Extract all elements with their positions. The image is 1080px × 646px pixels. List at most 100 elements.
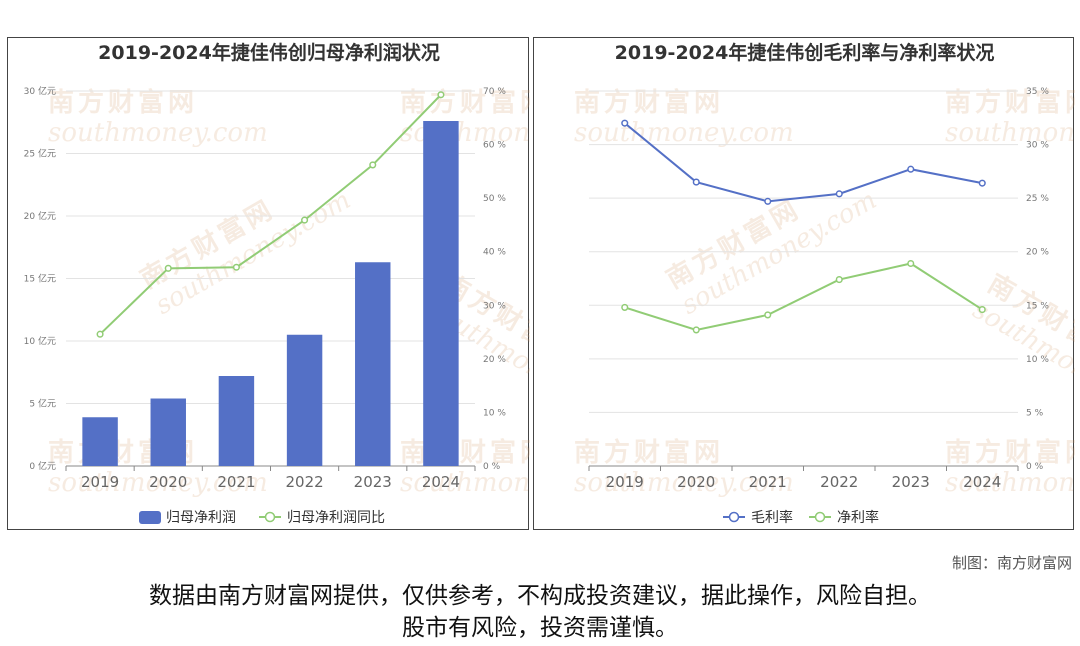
- disclaimer-line-2: 股市有风险，投资需谨慎。: [402, 615, 678, 641]
- y-right-tick-label: 10 %: [1026, 355, 1049, 365]
- watermark-cn: 南方财富网: [400, 87, 530, 118]
- x-tick-label: 2019: [81, 473, 119, 491]
- chart-title: 2019-2024年捷佳伟创归母净利润状况: [98, 41, 440, 64]
- net-profit-chart: 南方财富网southmoney.com南方财富网southmoney.com南方…: [24, 41, 530, 526]
- x-tick-label: 2023: [354, 473, 392, 491]
- point-net-margin: [835, 276, 843, 284]
- y-right-tick-label: 30 %: [483, 301, 506, 311]
- y-right-tick-label: 0 %: [1026, 462, 1044, 472]
- y-right-tick-label: 0 %: [483, 462, 501, 472]
- y-right-tick-label: 40 %: [483, 248, 506, 258]
- chart-title: 2019-2024年捷佳伟创毛利率与净利率状况: [615, 41, 995, 64]
- margin-chart: 南方财富网southmoney.com南方财富网southmoney.com南方…: [574, 41, 1076, 526]
- point-yoy: [437, 91, 445, 99]
- x-tick-label: 2019: [606, 473, 644, 491]
- legend-swatch-bar: [139, 511, 161, 524]
- chart-panel-net-profit: 南方财富网 southmoney.com 南方财富网 southmoney.com 南方…: [7, 37, 530, 530]
- watermark-en: southmoney.com: [945, 118, 1075, 148]
- bar-net-profit: [355, 262, 391, 466]
- legend-label-gross: 毛利率: [751, 509, 793, 526]
- x-tick-label: 2023: [892, 473, 930, 491]
- legend-label-net: 净利率: [837, 509, 879, 526]
- y-left-tick-label: 25 亿元: [24, 148, 56, 160]
- point-yoy: [96, 330, 104, 338]
- watermark-en: southmoney.com: [400, 468, 530, 498]
- watermark-cn: 南方财富网: [48, 87, 198, 118]
- y-left-tick-label: 0 亿元: [29, 460, 56, 472]
- bar-net-profit: [150, 398, 186, 466]
- watermark-cn: 南方财富网: [945, 437, 1075, 468]
- point-gross-margin: [692, 178, 700, 186]
- x-tick-label: 2024: [422, 473, 460, 491]
- watermark-en: southmoney.com: [48, 118, 268, 148]
- legend-swatch-marker: [264, 511, 276, 523]
- watermark-cn: 南方财富网: [574, 87, 724, 118]
- point-net-margin: [621, 303, 629, 311]
- point-net-margin: [907, 259, 915, 268]
- watermark-en: southmoney.com: [574, 468, 794, 498]
- point-gross-margin: [978, 179, 986, 187]
- y-right-tick-label: 70 %: [483, 87, 506, 97]
- point-yoy: [369, 161, 377, 169]
- point-net-margin: [978, 306, 986, 314]
- y-left-tick-label: 5 亿元: [29, 398, 56, 410]
- legend-marker-gross: [728, 511, 740, 523]
- y-right-tick-label: 35 %: [1026, 87, 1049, 97]
- point-yoy: [301, 216, 309, 224]
- point-gross-margin: [835, 190, 843, 198]
- y-left-tick-label: 15 亿元: [24, 273, 56, 285]
- point-gross-margin: [764, 197, 772, 205]
- y-right-tick-label: 60 %: [483, 141, 506, 151]
- y-right-tick-label: 25 %: [1026, 194, 1049, 204]
- point-gross-margin: [907, 165, 915, 173]
- y-right-tick-label: 5 %: [1026, 408, 1044, 418]
- watermark-cn: 南方财富网: [945, 87, 1075, 118]
- watermark-en: southmoney.com: [574, 118, 794, 148]
- chart-panel-margins: 南方财富网 southmoney.com 南方财富网 southmoney.com 南方…: [533, 37, 1076, 530]
- x-tick-label: 2024: [963, 473, 1001, 491]
- y-left-tick-label: 10 亿元: [24, 335, 56, 347]
- series-line-net-margin: [624, 262, 983, 331]
- y-right-tick-label: 50 %: [483, 194, 506, 204]
- legend-label-line: 归母净利润同比: [287, 509, 385, 526]
- x-tick-label: 2020: [149, 473, 187, 491]
- point-net-margin: [764, 311, 772, 319]
- y-left-tick-label: 20 亿元: [24, 210, 56, 222]
- y-right-tick-label: 10 %: [483, 408, 506, 418]
- y-right-tick-label: 30 %: [1026, 141, 1049, 151]
- legend-marker-net: [814, 511, 826, 523]
- x-tick-label: 2020: [677, 473, 715, 491]
- x-tick-label: 2022: [285, 473, 323, 491]
- point-gross-margin: [621, 119, 629, 127]
- watermark-cn: 南方财富网: [400, 437, 530, 468]
- point-net-margin: [692, 326, 700, 334]
- bar-net-profit: [286, 334, 323, 466]
- bar-net-profit: [423, 121, 459, 466]
- x-tick-label: 2021: [749, 473, 787, 491]
- bar-net-profit: [82, 417, 118, 466]
- y-right-tick-label: 20 %: [483, 355, 506, 365]
- watermark-en: southmoney.com: [48, 468, 268, 498]
- bar-net-profit: [218, 376, 255, 466]
- watermark-en: southmoney.com: [945, 468, 1075, 498]
- y-left-tick-label: 30 亿元: [24, 85, 56, 97]
- series-line-yoy: [99, 94, 442, 335]
- chart-credit: 制图：南方财富网: [951, 554, 1072, 572]
- point-yoy: [232, 263, 240, 271]
- watermark-en: southmoney.com: [400, 118, 530, 148]
- x-tick-label: 2022: [820, 473, 858, 491]
- disclaimer-line-1: 数据由南方财富网提供，仅供参考，不构成投资建议，据此操作，风险自担。: [149, 583, 931, 609]
- y-right-tick-label: 20 %: [1026, 248, 1049, 258]
- series-line-gross-margin: [624, 122, 983, 203]
- y-right-tick-label: 15 %: [1026, 301, 1049, 311]
- point-yoy: [164, 264, 172, 272]
